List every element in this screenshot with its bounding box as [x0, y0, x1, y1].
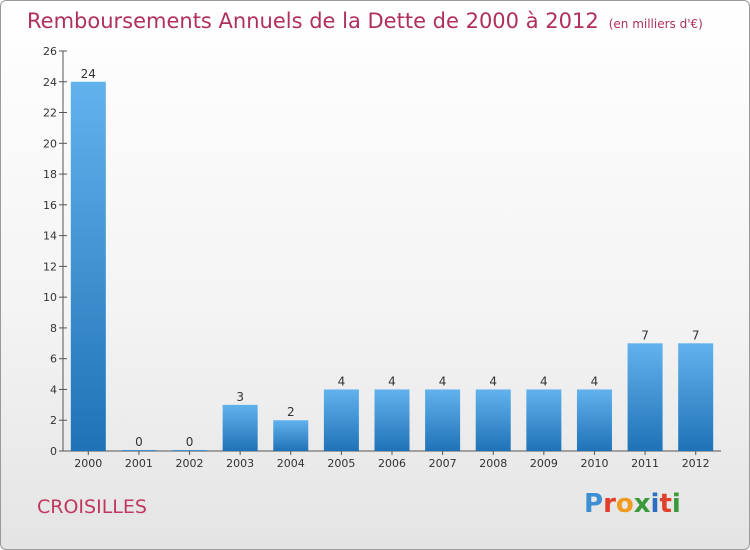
x-tick-label: 2006 — [378, 457, 406, 470]
y-tick-label: 10 — [43, 291, 57, 304]
value-label-2009: 4 — [540, 374, 548, 388]
x-tick-label: 2007 — [429, 457, 457, 470]
logo-letter: t — [659, 489, 672, 519]
y-tick-label: 20 — [43, 137, 57, 150]
x-tick-label: 2010 — [580, 457, 608, 470]
y-tick-label: 4 — [50, 383, 57, 396]
x-tick-label: 2000 — [74, 457, 102, 470]
y-tick-label: 8 — [50, 322, 57, 335]
bar-2003[interactable] — [222, 404, 258, 451]
chart-title-text: Remboursements Annuels de la Dette de 20… — [27, 9, 599, 33]
y-tick-label: 2 — [50, 414, 57, 427]
x-tick-label: 2004 — [277, 457, 305, 470]
proxiti-logo[interactable]: Proxiti — [584, 489, 681, 519]
value-label-2011: 7 — [641, 328, 649, 342]
value-label-2008: 4 — [489, 374, 497, 388]
logo-letter: P — [584, 489, 604, 519]
y-tick-label: 26 — [43, 45, 57, 58]
logo-letter: x — [633, 489, 651, 519]
bar-2000[interactable] — [70, 81, 106, 452]
bar-2001[interactable] — [121, 450, 157, 451]
value-label-2001: 0 — [135, 435, 143, 449]
x-tick-label: 2001 — [125, 457, 153, 470]
bar-2007[interactable] — [425, 389, 461, 451]
place-name: CROISILLES — [37, 496, 147, 518]
logo-letter: o — [615, 489, 634, 519]
y-tick-label: 24 — [43, 76, 57, 89]
y-tick-label: 14 — [43, 230, 57, 243]
logo-letter: i — [671, 489, 681, 519]
logo-letter: r — [603, 489, 616, 519]
bar-2012[interactable] — [678, 343, 714, 451]
logo-letter: i — [650, 489, 660, 519]
x-axis: 2000 2001 2002 2003 2004 2005 2006 2007 2008 2009… — [63, 450, 721, 470]
value-label-2002: 0 — [186, 435, 194, 449]
bar-2005[interactable] — [323, 389, 359, 451]
x-tick-label: 2002 — [176, 457, 204, 470]
chart-title: Remboursements Annuels de la Dette de 20… — [27, 9, 703, 33]
bar-2009[interactable] — [526, 389, 562, 451]
y-tick-label: 16 — [43, 199, 57, 212]
y-tick-label: 6 — [50, 353, 57, 366]
x-tick-label: 2003 — [226, 457, 254, 470]
bar-2008[interactable] — [475, 389, 511, 451]
y-tick-label: 18 — [43, 168, 57, 181]
x-tick-label: 2012 — [682, 457, 710, 470]
chart-subtitle: (en milliers d'€) — [608, 17, 703, 31]
value-label-2003: 3 — [236, 390, 244, 404]
value-label-2005: 4 — [338, 374, 346, 388]
value-label-2004: 2 — [287, 405, 295, 419]
value-label-2007: 4 — [439, 374, 447, 388]
value-label-2000: 24 — [81, 67, 96, 81]
y-tick-label: 0 — [50, 445, 57, 458]
bar-2004[interactable] — [273, 420, 309, 451]
value-label-2012: 7 — [692, 328, 700, 342]
y-tick-label: 12 — [43, 260, 57, 273]
bar-2011[interactable] — [627, 343, 663, 451]
x-tick-label: 2008 — [479, 457, 507, 470]
bar-2002[interactable] — [172, 450, 208, 451]
x-tick-label: 2005 — [327, 457, 355, 470]
bar-2006[interactable] — [374, 389, 410, 451]
value-label-2010: 4 — [591, 374, 599, 388]
x-tick-label: 2011 — [631, 457, 659, 470]
x-tick-label: 2009 — [530, 457, 558, 470]
y-tick-label: 22 — [43, 107, 57, 120]
bar-2010[interactable] — [576, 389, 612, 451]
bars — [70, 81, 714, 452]
value-label-2006: 4 — [388, 374, 396, 388]
